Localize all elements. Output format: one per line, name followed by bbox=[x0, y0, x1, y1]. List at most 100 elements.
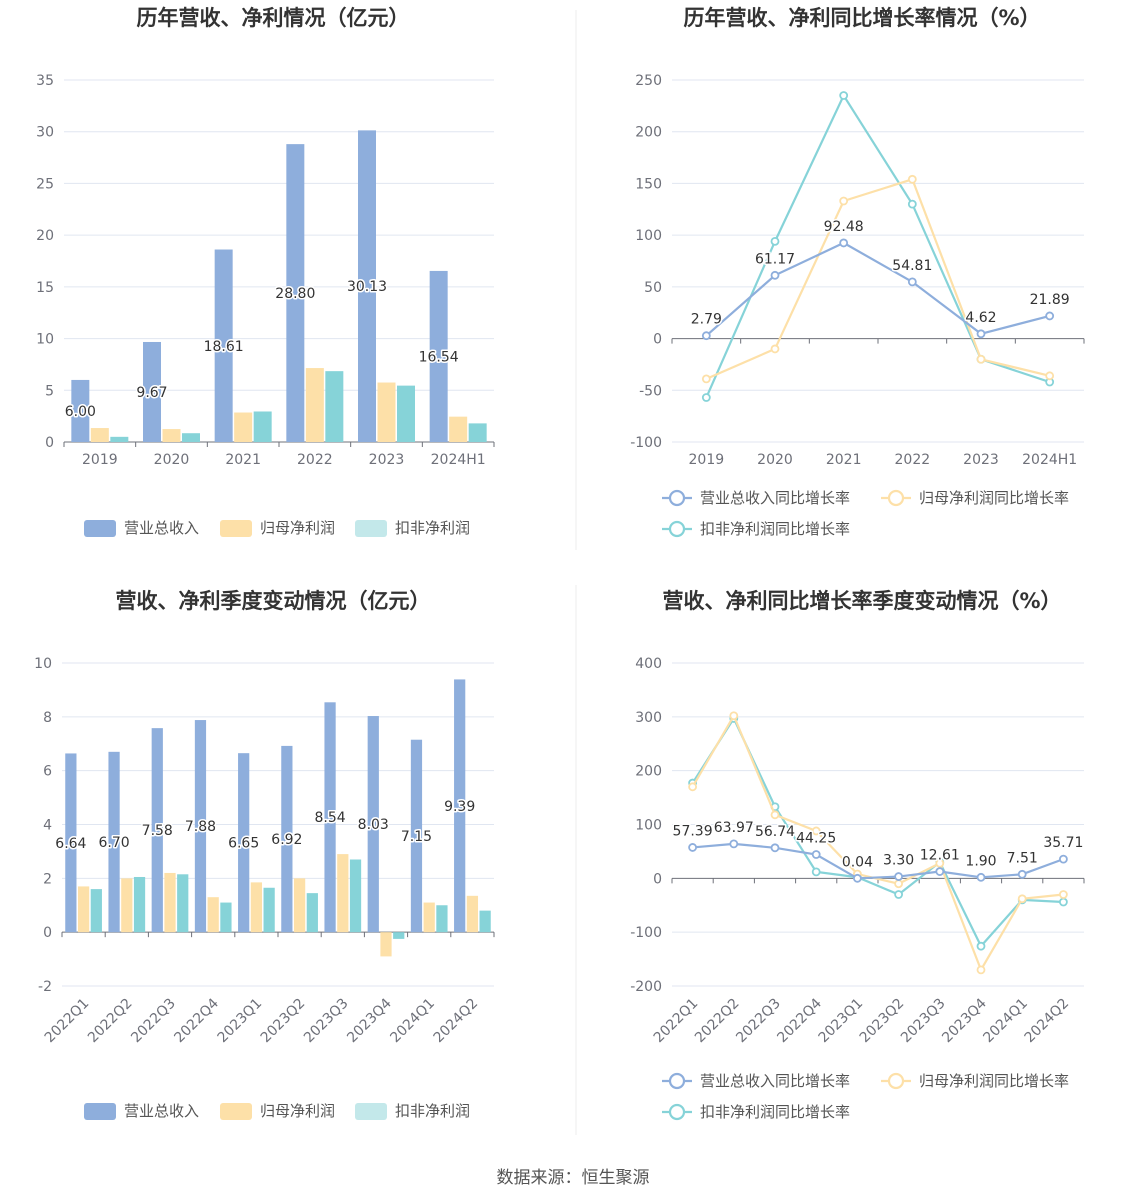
x-tick-label: 2024Q2 bbox=[431, 996, 482, 1047]
y-tick-label: 0 bbox=[43, 925, 52, 941]
y-tick-label: 100 bbox=[635, 228, 662, 244]
line-point bbox=[811, 826, 821, 836]
legend-label: 营业总收入 bbox=[124, 519, 199, 537]
data-label: 0.04 bbox=[842, 854, 873, 870]
data-label: 28.80 bbox=[275, 286, 315, 302]
bar-net-profit bbox=[121, 878, 133, 933]
legend-swatch bbox=[84, 1103, 116, 1120]
bar-net-profit bbox=[449, 416, 468, 442]
bar-deducted-profit bbox=[263, 887, 275, 933]
y-tick-label: -2 bbox=[38, 979, 52, 995]
data-label: 16.54 bbox=[419, 349, 459, 365]
data-label: 3.30 bbox=[883, 853, 914, 869]
bar-revenue bbox=[410, 739, 423, 933]
legend-label: 扣非净利润同比增长率 bbox=[700, 1103, 850, 1121]
y-tick-label: -200 bbox=[630, 979, 662, 995]
legend-swatch bbox=[355, 1103, 387, 1120]
legend-label: 扣非净利润 bbox=[395, 1102, 470, 1120]
data-label: 56.74 bbox=[755, 824, 795, 840]
line-point bbox=[729, 839, 739, 849]
line-net-profit-growth bbox=[705, 177, 1050, 380]
bar-deducted-profit bbox=[349, 859, 362, 933]
chart-title: 历年营收、净利同比增长率情况（%） bbox=[683, 6, 1040, 30]
x-tick-label: 2021 bbox=[826, 452, 862, 468]
data-label: 6.92 bbox=[271, 832, 302, 848]
line-revenue-growth bbox=[705, 241, 1050, 337]
legend-item: 归母净利润同比增长率 bbox=[881, 489, 1069, 507]
bar-revenue bbox=[71, 379, 90, 442]
line-point bbox=[770, 270, 780, 280]
line-point bbox=[839, 91, 849, 100]
x-tick-label: 2023Q4 bbox=[344, 995, 395, 1046]
x-tick-label: 2024Q2 bbox=[1022, 996, 1073, 1047]
legend-circle-symbol bbox=[887, 1072, 905, 1090]
x-tick-label: 2023Q4 bbox=[939, 995, 990, 1046]
bar-deducted-profit bbox=[325, 371, 344, 442]
bar-revenue bbox=[281, 745, 293, 933]
bar-revenue bbox=[238, 753, 250, 933]
line-point bbox=[1045, 311, 1055, 321]
y-tick-label: -100 bbox=[630, 435, 662, 451]
y-tick-label: 0 bbox=[653, 332, 662, 348]
x-tick-label: 2024Q1 bbox=[387, 996, 438, 1047]
bar-revenue bbox=[367, 716, 379, 933]
line-point bbox=[729, 711, 739, 721]
bar-revenue bbox=[143, 341, 161, 442]
legend-item: 营业总收入 bbox=[84, 519, 199, 537]
line-point bbox=[1017, 894, 1027, 904]
line-point bbox=[839, 196, 849, 206]
x-tick-label: 2023Q3 bbox=[301, 996, 352, 1047]
legend-item: 扣非净利润 bbox=[355, 1102, 470, 1120]
data-label: 2.79 bbox=[691, 312, 722, 328]
bar-net-profit bbox=[90, 428, 109, 442]
line-point bbox=[853, 873, 862, 883]
bar-net-profit bbox=[466, 895, 479, 933]
chart-annual-bar: 历年营收、净利情况（亿元） 0 5 10 15 20 25 30 35 2019 2020 2021 2… bbox=[36, 6, 495, 537]
chart-quarter-bar: 营收、净利季度变动情况（亿元）-202468102022Q12022Q22022… bbox=[34, 589, 495, 1120]
x-tick-label: 2023Q2 bbox=[258, 996, 309, 1047]
bar-revenue bbox=[286, 144, 305, 442]
x-tick-label: 2023Q2 bbox=[857, 996, 908, 1047]
y-tick-label: 50 bbox=[644, 280, 662, 296]
y-tick-label: 150 bbox=[635, 176, 662, 192]
bar-deducted-profit bbox=[393, 932, 405, 939]
legend-item: 归母净利润同比增长率 bbox=[881, 1072, 1069, 1090]
y-tick-label: 250 bbox=[635, 73, 662, 89]
data-label: 4.62 bbox=[965, 310, 996, 326]
x-tick-label: 2020 bbox=[757, 452, 793, 468]
line-revenue-growth bbox=[692, 842, 1064, 880]
legend-circle-symbol bbox=[887, 489, 905, 507]
bar-net-profit bbox=[305, 368, 324, 442]
data-label: 35.71 bbox=[1043, 835, 1083, 851]
line-point bbox=[811, 850, 821, 859]
line-point bbox=[701, 374, 711, 384]
line-point bbox=[935, 867, 945, 876]
y-tick-label: 300 bbox=[635, 710, 662, 726]
data-label: 6.65 bbox=[228, 836, 259, 852]
bar-deducted-profit bbox=[110, 436, 129, 442]
legend-item: 扣非净利润 bbox=[355, 519, 470, 537]
bar-revenue bbox=[214, 249, 233, 442]
data-label: 18.61 bbox=[204, 339, 244, 355]
line-point bbox=[839, 238, 849, 248]
line-point bbox=[688, 782, 697, 792]
y-tick-label: 6 bbox=[43, 764, 52, 780]
line-point bbox=[976, 329, 986, 339]
line-point bbox=[1017, 869, 1027, 879]
bar-deducted-profit bbox=[436, 905, 448, 933]
legend-item: 扣非净利润同比增长率 bbox=[662, 1103, 850, 1121]
x-tick-label: 2019 bbox=[82, 452, 118, 468]
line-point bbox=[907, 199, 917, 209]
x-tick-label: 2022Q2 bbox=[692, 996, 743, 1047]
chart-annual-line: 历年营收、净利同比增长率情况（%） -100 -50 0 50 100 150 200 250 2… bbox=[630, 6, 1085, 538]
data-label: 57.39 bbox=[673, 823, 713, 839]
y-tick-label: 0 bbox=[45, 435, 54, 451]
legend-label: 归母净利润同比增长率 bbox=[919, 1072, 1069, 1090]
y-tick-label: 10 bbox=[36, 332, 54, 348]
y-tick-label: 200 bbox=[635, 125, 662, 141]
source-note: 数据来源：恒生聚源 bbox=[497, 1168, 650, 1188]
y-tick-label: -100 bbox=[630, 925, 662, 941]
line-net-profit-growth bbox=[691, 713, 1064, 973]
data-label: 63.97 bbox=[714, 820, 754, 836]
